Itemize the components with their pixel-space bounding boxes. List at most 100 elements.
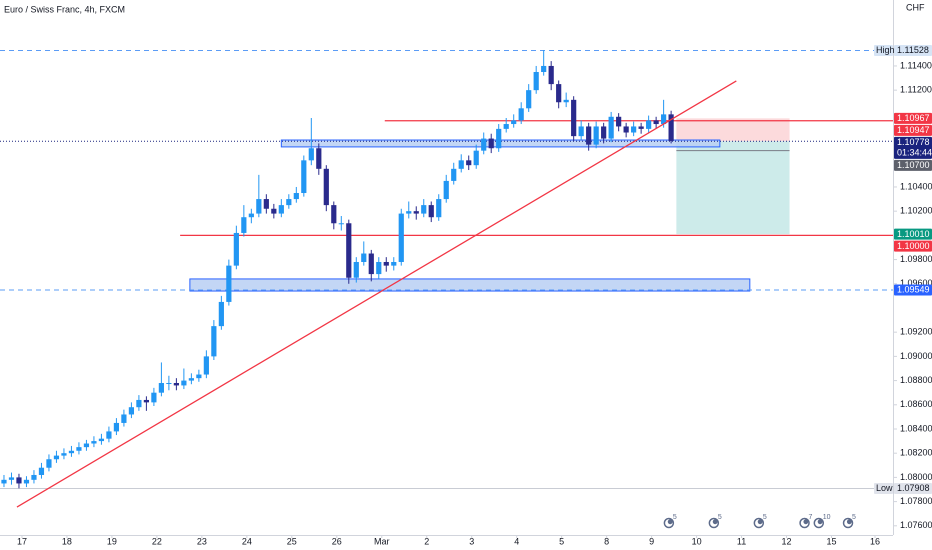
y-tick-label: 1.09600 (900, 278, 932, 288)
price-badge (894, 124, 932, 136)
candle-body (188, 378, 194, 381)
candle-body (128, 407, 135, 415)
price-badge-label: 1.10000 (897, 241, 930, 251)
y-tick-label: 1.08400 (900, 423, 932, 433)
candle-body (563, 99, 569, 103)
candle-body (46, 459, 52, 468)
event-count: 5 (673, 514, 677, 521)
event-icon-dot (667, 519, 673, 525)
x-tick-label: 3 (469, 536, 474, 546)
price-badge-label: 1.09549 (897, 285, 930, 295)
candle-body (106, 431, 112, 439)
trend-line (16, 80, 737, 508)
y-tick-label: 1.07800 (900, 496, 932, 506)
candle-body (556, 84, 562, 103)
x-tick-label: 15 (827, 536, 837, 546)
candle-body (601, 126, 607, 139)
event-count: 5 (852, 514, 856, 521)
candle-body (233, 232, 239, 266)
candle-body (653, 120, 659, 125)
event-count: 7 (809, 514, 813, 521)
price-badge-label: 1.07908 (897, 483, 930, 493)
x-tick-label: 9 (649, 536, 654, 546)
x-tick-label: 26 (332, 536, 342, 546)
candle-body (548, 65, 554, 85)
event-icon-dot (803, 519, 809, 525)
x-tick-label: 22 (152, 536, 162, 546)
candle-body (571, 99, 577, 137)
price-tag (874, 483, 893, 495)
candle-body (98, 438, 105, 442)
candle-body (436, 199, 442, 218)
candle-body (38, 467, 45, 475)
candle-body (278, 205, 284, 214)
event-count: 5 (718, 514, 722, 521)
candle-body (398, 213, 404, 262)
candle-body (533, 72, 539, 91)
candle-body (196, 374, 202, 379)
candle-body (76, 447, 82, 451)
candle-body (623, 126, 629, 133)
y-tick-label: 1.08600 (900, 399, 932, 409)
candle-body (338, 223, 344, 225)
price-badge (894, 240, 932, 252)
candle-body (61, 453, 67, 456)
candle-body (241, 217, 247, 233)
candle-body (421, 205, 427, 214)
candle-body (271, 208, 277, 214)
candle-body (323, 168, 329, 206)
candle-body (466, 160, 472, 166)
x-tick-label: 11 (737, 536, 746, 546)
price-tag-label: Low (876, 483, 893, 493)
candle-body (376, 261, 382, 275)
candle-body (211, 326, 217, 357)
x-tick-label: 12 (782, 536, 792, 546)
candle-body (173, 383, 179, 386)
price-badge-label: 1.10778 (897, 137, 930, 147)
event-icon-dot (817, 519, 823, 525)
price-badge (894, 284, 932, 296)
y-tick-label: 1.09000 (900, 351, 932, 361)
candle-body (383, 261, 389, 266)
y-tick-label: 1.08000 (900, 472, 932, 482)
candle-body (121, 414, 127, 423)
currency: CHF (906, 2, 925, 12)
y-tick-label: 1.11200 (900, 85, 932, 95)
price-badge (894, 44, 932, 56)
candle-body (226, 265, 232, 302)
candle-body (8, 477, 15, 480)
candle-body (511, 120, 517, 125)
price-tag-label: High (876, 45, 895, 55)
zone (189, 278, 751, 292)
candle-body (353, 261, 359, 278)
candle-body (53, 455, 60, 460)
candle-body (136, 399, 142, 408)
candle-body (143, 399, 149, 403)
candle-body (458, 160, 464, 169)
price-badge-label: 1.10947 (897, 125, 930, 135)
candle-body (263, 199, 269, 209)
candle-body (586, 126, 592, 145)
price-badge (894, 159, 932, 171)
candle-body (608, 116, 614, 139)
y-tick-label: 1.11400 (900, 60, 932, 70)
x-tick-label: 24 (242, 536, 252, 546)
chart-title: Euro / Swiss Franc, 4h, FXCM (4, 4, 125, 14)
x-tick-label: 17 (17, 536, 27, 546)
candle-body (631, 126, 637, 133)
candle-body (286, 199, 292, 206)
price-badge (894, 228, 932, 240)
candle-body (646, 120, 652, 129)
price-badge-label: 1.11528 (897, 45, 929, 55)
y-tick-label: 1.08800 (900, 375, 932, 385)
x-tick-label: 10 (692, 536, 702, 546)
candle-body (181, 380, 187, 386)
x-tick-label: 16 (870, 536, 880, 546)
candle-body (256, 199, 262, 214)
candle-body (248, 213, 254, 218)
candle-body (151, 392, 157, 403)
candle-body (391, 261, 397, 266)
candle-body (503, 124, 509, 129)
candle-body (83, 443, 90, 448)
